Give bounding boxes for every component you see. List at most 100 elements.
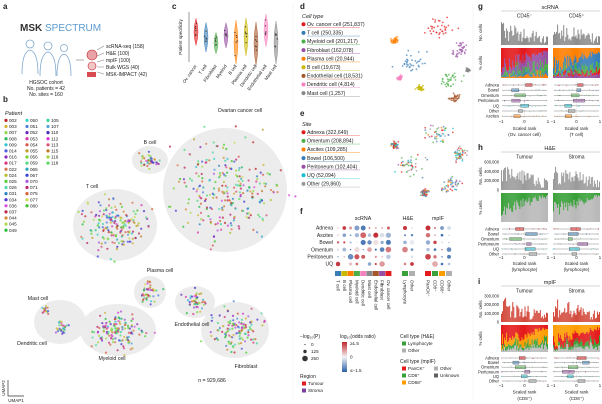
umap-point (252, 228, 255, 231)
composition-slice (576, 325, 578, 334)
composition-slice (581, 200, 583, 222)
umap-point (148, 162, 151, 165)
umap-point (123, 221, 126, 224)
histogram-bar (522, 37, 524, 45)
composition-slice (580, 339, 582, 347)
histogram-bar (515, 179, 517, 190)
histogram-bar (538, 181, 540, 190)
composition-slice (595, 61, 597, 67)
composition-slice (536, 55, 538, 64)
composition-slice (522, 325, 524, 340)
composition-slice (520, 71, 522, 74)
umap-point (234, 125, 237, 128)
composition-slice (575, 74, 577, 78)
umap-point (268, 173, 271, 176)
composition-slice (566, 76, 568, 78)
composition-slice (559, 214, 561, 222)
tick-label: 1 (599, 255, 602, 260)
composition-slice (529, 346, 531, 352)
composition-slice (598, 48, 601, 53)
tick-label: −1 (499, 255, 505, 260)
rank-point (552, 253, 554, 255)
legend-label: CD8⁺ (408, 373, 420, 378)
composition-slice (562, 68, 564, 74)
umap-point (451, 29, 454, 31)
umap-point (57, 321, 61, 324)
umap-point (429, 124, 432, 127)
composition-slice (578, 73, 580, 76)
rank-point (532, 358, 534, 360)
composition-slice (558, 341, 560, 346)
histogram-bar (583, 183, 585, 190)
histogram-bar (541, 316, 543, 322)
composition-slice (505, 77, 507, 78)
umap-point (131, 201, 134, 204)
composition-slice (530, 202, 532, 222)
composition-slice (513, 348, 515, 352)
umap-point (226, 192, 229, 195)
umap-point (110, 206, 113, 209)
umap-point (452, 49, 454, 52)
histogram-bar (520, 311, 522, 322)
histogram-bar (530, 319, 532, 322)
composition-slice (559, 76, 561, 78)
box (526, 242, 532, 246)
rank-point (592, 247, 594, 249)
umap-point (86, 202, 89, 205)
umap-point (228, 199, 231, 202)
person-body (39, 51, 57, 77)
composition-slice (575, 332, 577, 342)
histogram-bar (543, 178, 545, 190)
composition-slice (537, 193, 539, 202)
umap-point (223, 315, 226, 319)
legend-swatch (25, 204, 29, 208)
composition-slice (554, 342, 556, 350)
umap-point (454, 183, 457, 186)
histogram-bar (578, 180, 580, 190)
umap-point (467, 68, 469, 71)
matrix-dot (385, 239, 391, 245)
composition-slice (536, 345, 538, 352)
umap-point (95, 213, 98, 216)
umap-point (129, 348, 132, 351)
umap-point (424, 188, 427, 190)
histogram-bar (505, 38, 507, 45)
row-label: Ascites (486, 114, 499, 119)
umap-point (252, 189, 255, 192)
rank-point (596, 90, 598, 92)
box (528, 379, 537, 383)
category-label: Myeloid (215, 63, 228, 79)
umap-point (241, 312, 245, 315)
umap-point (424, 62, 426, 65)
composition-slice (509, 48, 511, 59)
column-colorbar (353, 271, 360, 276)
histogram-bar (560, 314, 562, 322)
violin-point (224, 29, 226, 32)
histogram-bar (520, 180, 522, 190)
umap-point (92, 218, 95, 221)
umap-point (443, 181, 446, 184)
histogram-bar (501, 313, 503, 322)
rank-point (557, 85, 559, 86)
legend-label: 052 (30, 130, 38, 135)
histogram-bar (524, 175, 526, 190)
composition-slice (519, 48, 521, 63)
composition-slice (583, 69, 585, 76)
umap-point (222, 173, 226, 176)
composition-slice (501, 193, 503, 216)
umap-point (456, 158, 458, 161)
composition-slice (520, 60, 522, 72)
column-label: PanCK⁺ (426, 280, 431, 297)
composition-slice (525, 48, 527, 54)
histogram-bar (531, 175, 533, 190)
composition-slice (520, 340, 522, 345)
composition-slice (530, 71, 532, 75)
histogram-bar (538, 35, 540, 45)
umap-point (112, 197, 115, 200)
umap-point (150, 159, 153, 162)
umap-point (455, 156, 458, 159)
matrix-dot (343, 255, 346, 258)
umap-point (246, 189, 249, 192)
violin-point (195, 27, 197, 29)
composition-slice (522, 193, 524, 199)
